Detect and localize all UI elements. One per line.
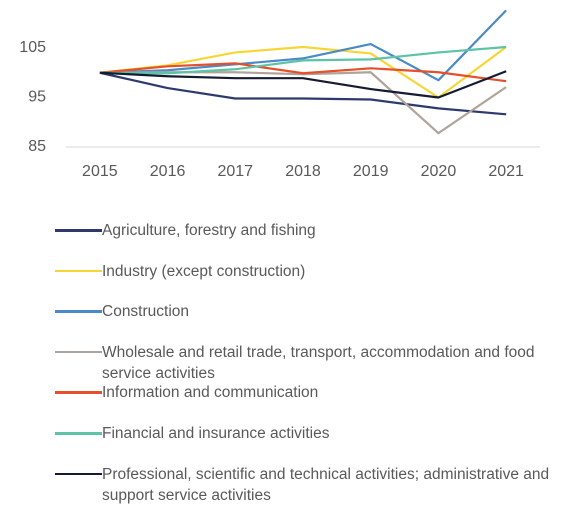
series-line: [99, 45, 507, 75]
x-tick-label: 2020: [421, 163, 457, 180]
legend-label: Industry (except construction): [102, 262, 306, 280]
legend-swatch: [55, 432, 102, 435]
legend-swatch: [55, 229, 102, 232]
legend-item: Professional, scientific and technical a…: [55, 464, 570, 506]
y-tick-label: 105: [19, 39, 46, 56]
legend-label: Construction: [102, 303, 190, 321]
x-tick-label: 2018: [285, 163, 321, 180]
legend-label: Information and communication: [102, 384, 319, 402]
legend-label: Agriculture, forestry and fishing: [102, 222, 316, 239]
series-line: [99, 9, 507, 82]
x-tick-label: 2021: [488, 163, 524, 180]
series-line: [99, 71, 507, 116]
x-tick-label: 2017: [217, 163, 253, 180]
series-line: [99, 70, 507, 99]
legend-swatch: [55, 350, 102, 354]
legend-label: Professional, scientific and technical a…: [102, 465, 550, 504]
legend-swatch: [55, 391, 102, 394]
legend-swatch: [55, 310, 102, 313]
legend-item: Industry (except construction): [55, 261, 570, 282]
legend-item: Financial and insurance activities: [55, 423, 570, 444]
x-tick-label: 2016: [150, 163, 186, 180]
x-tick-label: 2019: [353, 163, 389, 180]
legend-item: Construction: [55, 301, 570, 322]
y-tick-label: 95: [28, 89, 46, 106]
legend-item: Agriculture, forestry and fishing: [55, 220, 570, 241]
legend-swatch: [55, 472, 102, 476]
series-line: [99, 71, 507, 135]
x-tick-label: 2015: [82, 163, 118, 180]
legend-label: Wholesale and retail trade, transport, a…: [102, 343, 535, 382]
chart: 85 95 105 2015 2016 2017 2018 2019 2020 2021: [19, 9, 540, 180]
legend-item: Information and communication: [55, 382, 570, 403]
y-tick-label: 85: [28, 138, 46, 155]
legend-item: Wholesale and retail trade, transport, a…: [55, 342, 570, 384]
legend-label: Financial and insurance activities: [102, 425, 330, 442]
legend-swatch: [55, 269, 102, 273]
series-line: [99, 62, 507, 83]
